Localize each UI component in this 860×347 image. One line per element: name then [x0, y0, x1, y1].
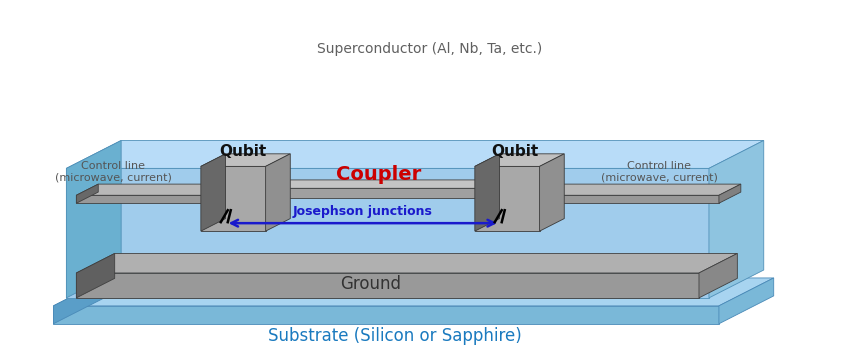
Polygon shape: [77, 195, 206, 203]
Polygon shape: [709, 141, 764, 298]
Polygon shape: [77, 184, 98, 203]
Polygon shape: [266, 154, 291, 231]
Polygon shape: [699, 253, 737, 298]
Text: Control line
(microwave, current): Control line (microwave, current): [600, 161, 717, 182]
Polygon shape: [77, 273, 699, 298]
Polygon shape: [201, 154, 291, 166]
Polygon shape: [77, 253, 114, 298]
Text: Ground: Ground: [340, 275, 401, 293]
Text: Qubit: Qubit: [491, 144, 538, 159]
Polygon shape: [66, 141, 764, 168]
Polygon shape: [539, 195, 719, 203]
Polygon shape: [201, 154, 225, 231]
Polygon shape: [53, 278, 774, 306]
Text: Control line
(microwave, current): Control line (microwave, current): [55, 161, 172, 182]
Polygon shape: [66, 168, 709, 298]
Polygon shape: [539, 184, 740, 195]
Polygon shape: [206, 184, 228, 203]
Polygon shape: [218, 180, 236, 198]
Text: Coupler: Coupler: [335, 165, 421, 184]
Polygon shape: [53, 278, 108, 324]
Polygon shape: [475, 166, 539, 231]
Polygon shape: [539, 184, 562, 203]
Polygon shape: [475, 154, 500, 231]
Polygon shape: [66, 141, 121, 298]
Polygon shape: [539, 154, 564, 231]
Polygon shape: [719, 184, 740, 203]
Text: Superconductor (Al, Nb, Ta, etc.): Superconductor (Al, Nb, Ta, etc.): [317, 42, 543, 56]
Text: Josephson junctions: Josephson junctions: [292, 205, 433, 218]
Polygon shape: [218, 188, 539, 198]
Text: Substrate (Silicon or Sapphire): Substrate (Silicon or Sapphire): [268, 327, 522, 345]
Polygon shape: [201, 166, 266, 231]
Text: Qubit: Qubit: [219, 144, 267, 159]
Polygon shape: [77, 184, 228, 195]
Polygon shape: [475, 154, 564, 166]
Polygon shape: [719, 278, 774, 324]
Polygon shape: [539, 180, 556, 198]
Polygon shape: [77, 253, 737, 273]
Polygon shape: [53, 306, 719, 324]
Polygon shape: [218, 180, 556, 188]
